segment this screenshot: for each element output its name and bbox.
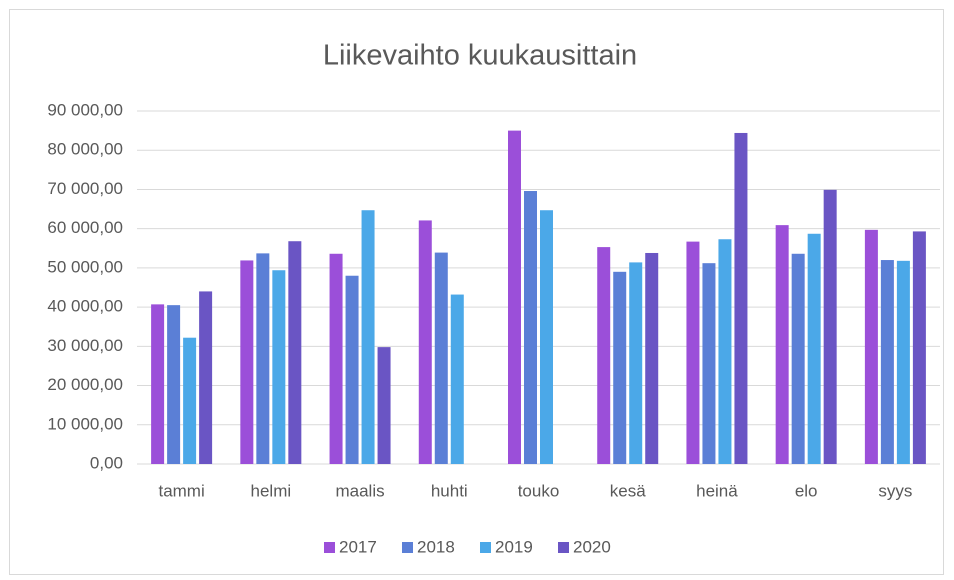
bar [450,294,464,464]
bar [183,337,197,464]
bar [329,253,343,464]
x-tick-label: heinä [696,481,738,500]
bar [272,270,286,464]
bar [361,210,375,464]
y-tick-label: 20 000,00 [47,375,123,394]
bar [508,130,521,464]
legend-label: 2020 [573,537,611,556]
legend-swatch [558,542,569,553]
y-tick-label: 50 000,00 [47,257,123,276]
bar [734,132,748,464]
y-tick-label: 40 000,00 [47,297,123,316]
y-tick-label: 0,00 [90,453,123,472]
x-tick-label: huhti [431,481,468,500]
bar [880,260,894,464]
x-tick-label: maalis [335,481,384,500]
y-tick-label: 60 000,00 [47,218,123,237]
y-tick-label: 30 000,00 [47,336,123,355]
bar [240,260,254,464]
bar [345,275,359,464]
x-tick-label: elo [795,481,818,500]
bar [288,241,302,464]
bar [167,305,181,464]
bar [377,347,391,464]
bar [864,229,878,464]
bar [896,260,910,464]
x-tick-label: syys [878,481,912,500]
bar [434,252,448,464]
bar [613,271,627,464]
bar [418,220,432,464]
bar [823,189,837,464]
bar [629,262,643,464]
legend-swatch [480,542,491,553]
bar [702,263,716,464]
bar [775,225,789,464]
y-tick-label: 10 000,00 [47,414,123,433]
y-tick-label: 70 000,00 [47,179,123,198]
bar [151,304,165,464]
legend-label: 2017 [339,537,377,556]
x-tick-label: helmi [251,481,292,500]
bar [718,239,732,464]
legend-swatch [402,542,413,553]
bar [912,231,926,464]
legend-swatch [324,542,335,553]
bar [645,252,659,464]
bar [199,291,213,464]
bar [256,253,270,464]
x-tick-label: touko [518,481,560,500]
y-tick-label: 90 000,00 [47,100,123,119]
chart-title: Liikevaihto kuukausittain [323,40,637,72]
y-tick-label: 80 000,00 [47,140,123,159]
legend-label: 2019 [495,537,533,556]
bar [540,210,553,464]
bar [524,191,537,464]
bar [597,247,611,464]
bar [791,253,805,464]
legend-label: 2018 [417,537,455,556]
x-tick-label: kesä [610,481,646,500]
x-tick-label: tammi [158,481,204,500]
bar [807,233,821,464]
bar [686,241,700,464]
